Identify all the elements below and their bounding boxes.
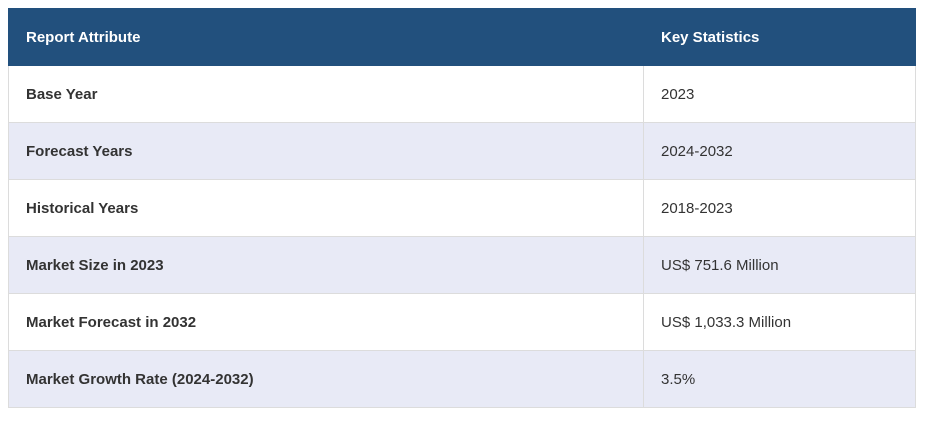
header-cell: Key Statistics	[643, 8, 916, 66]
header-row: Report Attribute Key Statistics	[8, 8, 916, 66]
table-row: Base Year 2023	[8, 65, 916, 123]
attribute-cell: Market Size in 2023	[8, 236, 644, 294]
value-cell: 3.5%	[643, 350, 916, 408]
attribute-cell: Base Year	[8, 65, 644, 123]
table-row: Market Growth Rate (2024-2032) 3.5%	[8, 350, 916, 408]
table-body: Base Year 2023 Forecast Years 2024-2032 Hist…	[8, 65, 916, 408]
table-row: Market Size in 2023 US$ 751.6 Million	[8, 236, 916, 294]
value-cell: 2024-2032	[643, 122, 916, 180]
table-row: Historical Years 2018-2023	[8, 179, 916, 237]
value-cell: 2018-2023	[643, 179, 916, 237]
table-header: Report Attribute Key Statistics	[8, 8, 916, 66]
value-cell: US$ 1,033.3 Million	[643, 293, 916, 351]
attribute-cell: Market Growth Rate (2024-2032)	[8, 350, 644, 408]
value-cell: US$ 751.6 Million	[643, 236, 916, 294]
attribute-cell: Forecast Years	[8, 122, 644, 180]
value-cell: 2023	[643, 65, 916, 123]
report-table: Report Attribute Key Statistics Base Yea…	[8, 8, 916, 408]
table-row: Forecast Years 2024-2032	[8, 122, 916, 180]
attribute-cell: Market Forecast in 2032	[8, 293, 644, 351]
header-cell: Report Attribute	[8, 8, 644, 66]
attribute-cell: Historical Years	[8, 179, 644, 237]
table-row: Market Forecast in 2032 US$ 1,033.3 Milli…	[8, 293, 916, 351]
